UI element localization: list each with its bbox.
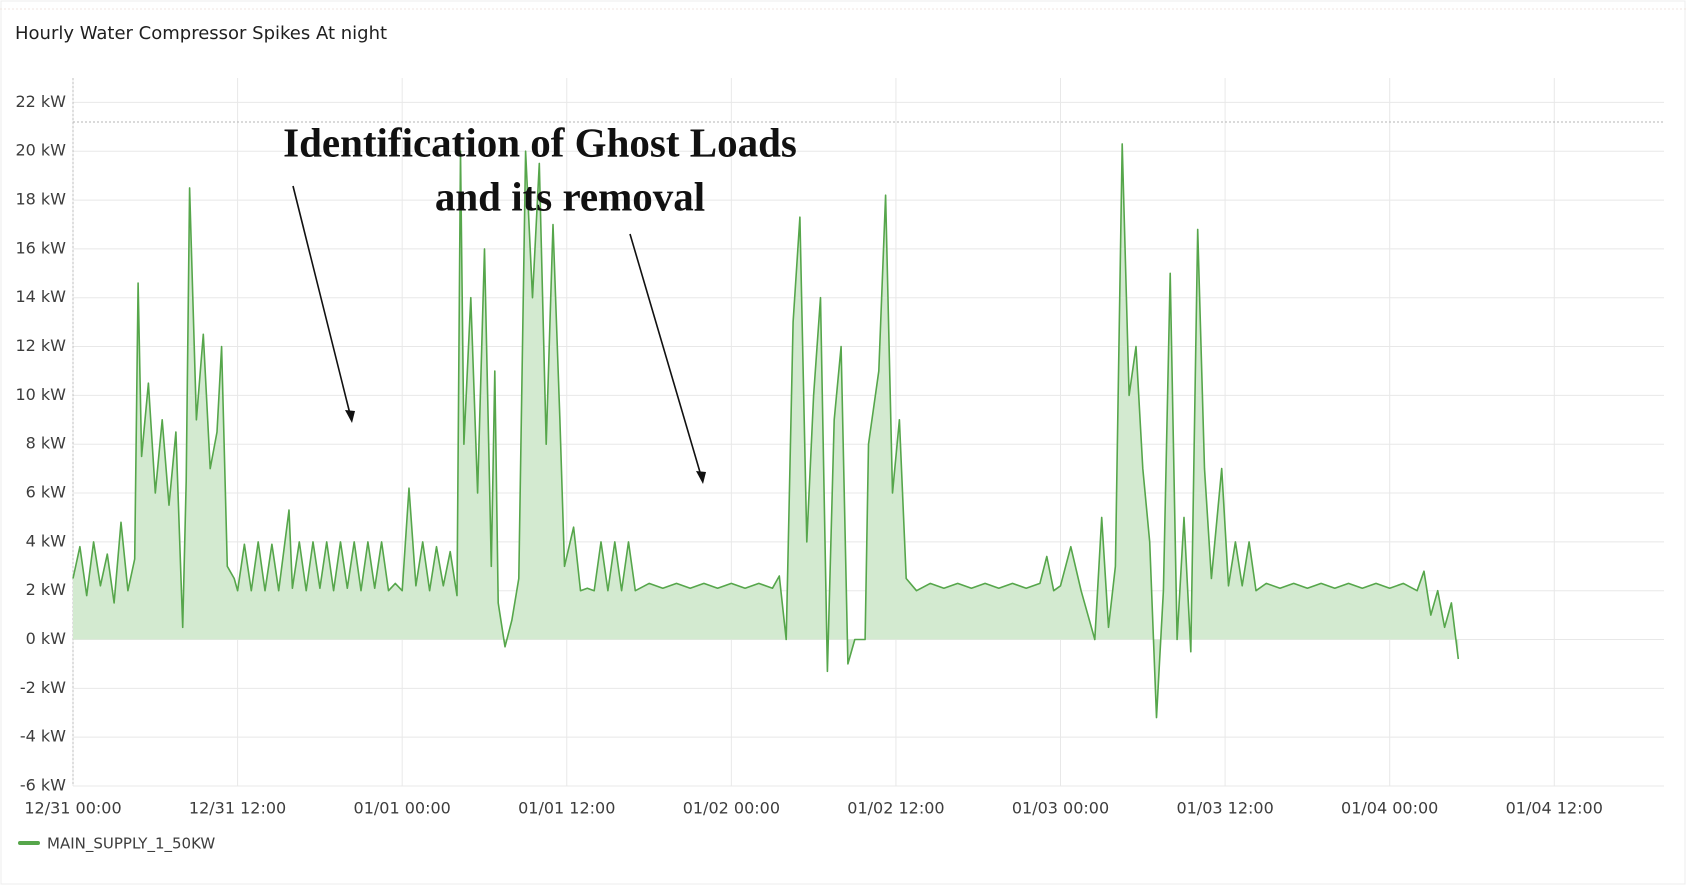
annotation-arrowhead xyxy=(345,410,355,423)
y-tick-label: 8 kW xyxy=(26,434,67,453)
panel-title: Hourly Water Compressor Spikes At night xyxy=(15,23,387,44)
y-tick-label: 12 kW xyxy=(15,336,66,355)
x-tick-label: 01/01 00:00 xyxy=(354,799,451,818)
series-area xyxy=(73,143,1459,718)
y-tick-label: 4 kW xyxy=(26,531,67,550)
x-tick-label: 01/04 00:00 xyxy=(1341,799,1438,818)
x-tick-label: 12/31 00:00 xyxy=(24,799,121,818)
annotation-arrow xyxy=(629,233,703,480)
y-tick-label: -2 kW xyxy=(20,678,66,697)
y-tick-label: 6 kW xyxy=(26,483,67,502)
y-tick-label: 2 kW xyxy=(26,580,67,599)
x-tick-label: 01/03 00:00 xyxy=(1012,799,1109,818)
y-tick-label: 14 kW xyxy=(15,287,66,306)
x-tick-label: 01/03 12:00 xyxy=(1176,799,1273,818)
series-line xyxy=(72,143,1460,719)
plot-area: -6 kW -4 kW -2 kW 0 kW 2 kW 4 kW 6 kW 8 kW 10 kW… xyxy=(15,78,1664,854)
annotation-text: Identification of Ghost Loads xyxy=(283,119,797,165)
x-tick-label: 01/02 00:00 xyxy=(683,799,780,818)
annotation-text: and its removal xyxy=(435,173,705,219)
x-tick-label: 01/01 12:00 xyxy=(518,799,615,818)
y-tick-label: 20 kW xyxy=(15,141,66,160)
y-tick-label: 22 kW xyxy=(15,92,66,111)
y-tick-label: 18 kW xyxy=(15,190,66,209)
y-tick-label: -6 kW xyxy=(20,776,66,795)
y-tick-label: -4 kW xyxy=(20,727,66,746)
x-tick-label: 01/04 12:00 xyxy=(1506,799,1603,818)
legend-label: MAIN_SUPPLY_1_50KW xyxy=(47,835,215,854)
annotation-arrow xyxy=(292,185,352,419)
y-tick-label: 0 kW xyxy=(26,629,67,648)
x-tick-label: 01/02 12:00 xyxy=(847,799,944,818)
y-tick-label: 10 kW xyxy=(15,385,66,404)
annotation-arrowhead xyxy=(696,471,706,484)
y-tick-label: 16 kW xyxy=(15,238,66,257)
x-tick-label: 12/31 12:00 xyxy=(189,799,286,818)
